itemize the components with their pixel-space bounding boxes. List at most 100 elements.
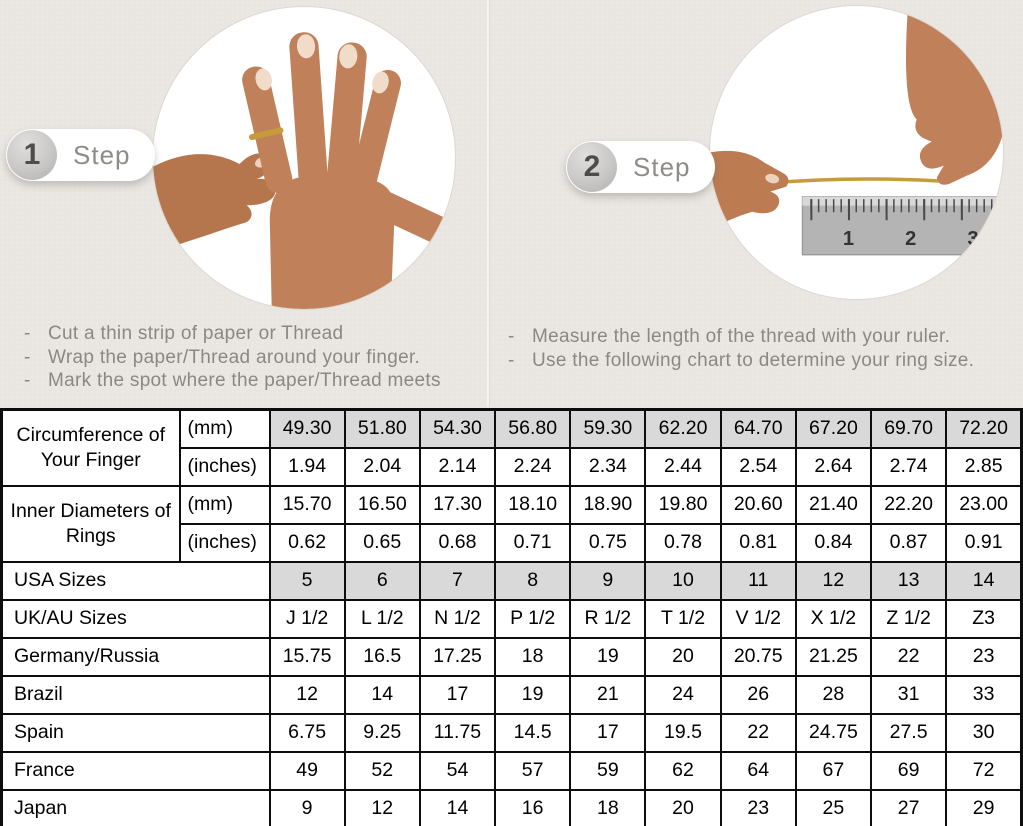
table-cell: 12 <box>268 674 346 715</box>
table-cell: 14 <box>343 674 421 715</box>
table-cell: 18 <box>569 788 647 826</box>
table-cell: V 1/2 <box>719 598 797 639</box>
region-size-label: France <box>0 750 271 791</box>
ruler-number: 1 <box>843 228 854 250</box>
table-cell: 56.80 <box>494 408 572 449</box>
table-cell: 67 <box>794 750 873 791</box>
measure-group-label: Inner Diameters of Rings <box>0 484 181 563</box>
instruction-line: - Wrap the paper/Thread around your finge… <box>24 346 484 370</box>
table-cell: T 1/2 <box>644 598 722 639</box>
table-cell: 2.64 <box>794 446 873 487</box>
bullet-dash: - <box>508 326 515 347</box>
table-cell: 15.70 <box>268 484 346 525</box>
table-cell: Z 1/2 <box>869 598 948 639</box>
table-cell: 62.20 <box>644 408 722 449</box>
table-cell: J 1/2 <box>268 598 346 639</box>
table-cell: 8 <box>494 560 572 601</box>
table-cell: 12 <box>343 788 421 826</box>
step2-photo: 1 2 3 <box>709 5 1004 300</box>
table-cell: 21.25 <box>794 636 873 677</box>
table-cell: 64.70 <box>719 408 797 449</box>
region-size-label: Brazil <box>0 674 271 715</box>
table-cell: 0.62 <box>268 522 346 563</box>
table-cell: 0.87 <box>869 522 948 563</box>
table-cell: 69 <box>869 750 948 791</box>
table-cell: 18.90 <box>569 484 647 525</box>
table-cell: 13 <box>869 560 948 601</box>
bullet-dash: - <box>508 349 515 371</box>
table-cell: (inches) <box>178 522 271 563</box>
table-cell: 0.71 <box>494 522 572 563</box>
table-cell: 29 <box>945 788 1023 826</box>
table-cell: N 1/2 <box>418 598 497 639</box>
instruction-text: Mark the spot where the paper/Thread mee… <box>48 370 441 391</box>
table-cell: 19 <box>494 674 572 715</box>
table-cell: X 1/2 <box>794 598 873 639</box>
table-cell: 2.04 <box>343 446 421 487</box>
table-cell: 14 <box>945 560 1023 601</box>
instruction-text: Wrap the paper/Thread around your finger… <box>48 346 421 368</box>
table-cell: 20.60 <box>719 484 797 525</box>
table-row: Inner Diameters of Rings (mm) 15.70 16.50 17… <box>0 484 1023 563</box>
instruction-line: - Cut a thin strip of paper or Thread <box>24 322 484 346</box>
table-cell: R 1/2 <box>569 598 647 639</box>
table-cell: 17 <box>418 674 497 715</box>
table-cell: 24 <box>644 674 722 715</box>
table-cell: 14.5 <box>494 712 572 753</box>
table-cell: 17 <box>569 712 647 753</box>
region-size-label: Spain <box>0 712 271 753</box>
table-cell: 67.20 <box>794 408 873 449</box>
table-cell: 2.85 <box>945 446 1023 487</box>
table-row: Spain 6.75 9.25 11.75 14.5 17 19.5 22 24.75 27.5 3… <box>0 712 1023 753</box>
table-row: France 49 52 54 57 59 62 64 67 69 72 <box>0 750 1023 791</box>
bullet-dash: - <box>24 323 31 344</box>
table-row: Japan 9 12 14 16 18 20 23 25 27 29 <box>0 788 1023 826</box>
table-row: (inches) 0.62 0.65 0.68 0.71 0.75 0.78 0.81 0.84… <box>2 522 1023 563</box>
table-cell: 16.5 <box>343 636 421 677</box>
table-cell: 20 <box>644 788 722 826</box>
table-cell: 59.30 <box>569 408 647 449</box>
region-size-label: Japan <box>0 788 271 826</box>
table-cell: 19 <box>569 636 647 677</box>
instruction-line: - Use the following chart to determine yo… <box>508 349 1020 373</box>
table-cell: 20 <box>644 636 722 677</box>
table-cell: 25 <box>794 788 873 826</box>
table-cell: 17.30 <box>418 484 497 525</box>
table-cell: 49.30 <box>268 408 346 449</box>
table-cell: 18.10 <box>494 484 572 525</box>
region-size-label: USA Sizes <box>0 560 271 601</box>
table-cell: Z3 <box>945 598 1023 639</box>
table-cell: 17.25 <box>418 636 497 677</box>
table-cell: 49 <box>268 750 346 791</box>
table-cell: 72 <box>945 750 1023 791</box>
table-cell: 2.24 <box>494 446 572 487</box>
table-cell: 23 <box>719 788 797 826</box>
table-cell: 2.44 <box>644 446 722 487</box>
table-cell: 22 <box>869 636 948 677</box>
table-cell: 27 <box>869 788 948 826</box>
table-cell: 14 <box>418 788 497 826</box>
table-cell: 2.74 <box>869 446 948 487</box>
gold-thread-ring <box>248 127 284 141</box>
instruction-line: - Measure the length of the thread with y… <box>508 325 1020 349</box>
table-cell: 72.20 <box>945 408 1023 449</box>
region-size-label: UK/AU Sizes <box>0 598 271 639</box>
table-cell: 20.75 <box>719 636 797 677</box>
table-row: Germany/Russia 15.75 16.5 17.25 18 19 20 20.75 2… <box>0 636 1023 677</box>
table-row: Brazil 12 14 17 19 21 24 26 28 31 33 <box>0 674 1023 715</box>
ring-size-conversion-table: Circumference of Your Finger (mm) 49.30 51.… <box>0 408 1023 826</box>
table-cell: 69.70 <box>869 408 948 449</box>
table-cell: 11.75 <box>418 712 497 753</box>
table-cell: 2.54 <box>719 446 797 487</box>
table-cell: (mm) <box>178 408 271 449</box>
table-cell: 2.14 <box>418 446 497 487</box>
measure-group-label: Circumference of Your Finger <box>0 408 181 487</box>
table-cell: 54 <box>418 750 497 791</box>
table-cell: 2.34 <box>569 446 647 487</box>
table-cell: L 1/2 <box>343 598 421 639</box>
table-cell: 15.75 <box>268 636 346 677</box>
gold-thread <box>762 177 951 186</box>
table-cell: 30 <box>945 712 1023 753</box>
table-row: UK/AU Sizes J 1/2 L 1/2 N 1/2 P 1/2 R 1/2 T 1/… <box>0 598 1023 639</box>
